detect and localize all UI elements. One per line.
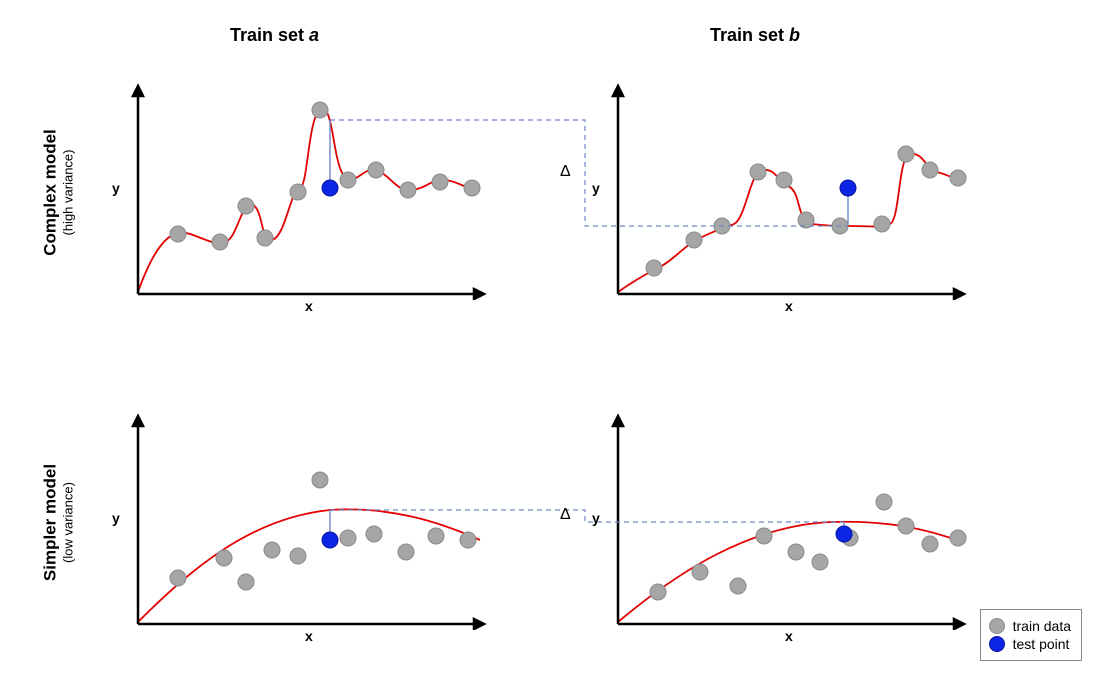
row-label-simpler-main: Simpler model bbox=[41, 413, 61, 633]
train-point bbox=[898, 518, 914, 534]
train-point bbox=[257, 230, 273, 246]
train-point bbox=[368, 162, 384, 178]
train-point bbox=[460, 532, 476, 548]
train-point bbox=[950, 530, 966, 546]
train-point bbox=[238, 574, 254, 590]
x-axis-label: x bbox=[785, 628, 793, 644]
train-point bbox=[692, 564, 708, 580]
legend-test-label: test point bbox=[1013, 636, 1070, 652]
chart-svg bbox=[610, 410, 970, 630]
x-axis-label: x bbox=[305, 628, 313, 644]
delta-label: Δ bbox=[560, 163, 571, 181]
train-point bbox=[264, 542, 280, 558]
train-point bbox=[922, 536, 938, 552]
train-point bbox=[170, 570, 186, 586]
row-label-simpler: Simpler model (low variance) bbox=[41, 413, 76, 633]
train-point bbox=[650, 584, 666, 600]
train-point bbox=[312, 472, 328, 488]
train-point bbox=[812, 554, 828, 570]
train-point bbox=[714, 218, 730, 234]
y-axis-label: y bbox=[112, 510, 120, 526]
train-point bbox=[340, 172, 356, 188]
row-label-complex-sub: (high variance) bbox=[61, 83, 76, 303]
train-point bbox=[432, 174, 448, 190]
row-label-complex: Complex model (high variance) bbox=[41, 83, 76, 303]
row-label-simpler-sub: (low variance) bbox=[61, 413, 76, 633]
y-axis-label: y bbox=[592, 180, 600, 196]
legend-row-train: train data bbox=[989, 618, 1071, 634]
legend-train-label: train data bbox=[1013, 618, 1071, 634]
train-point bbox=[312, 102, 328, 118]
axes bbox=[133, 86, 484, 299]
chart-svg bbox=[130, 80, 490, 300]
train-point bbox=[832, 218, 848, 234]
col-title-b-ital: b bbox=[789, 25, 800, 45]
chart-svg bbox=[610, 80, 970, 300]
chart-panel-p22: yx bbox=[610, 410, 970, 630]
legend-test-dot bbox=[989, 636, 1005, 652]
train-point bbox=[398, 544, 414, 560]
x-axis-label: x bbox=[305, 298, 313, 314]
test-point bbox=[322, 532, 338, 548]
test-point bbox=[840, 180, 856, 196]
train-point bbox=[290, 548, 306, 564]
y-axis-label: y bbox=[592, 510, 600, 526]
train-point bbox=[730, 578, 746, 594]
legend-train-dot bbox=[989, 618, 1005, 634]
train-point bbox=[212, 234, 228, 250]
train-point bbox=[950, 170, 966, 186]
chart-panel-p12: yx bbox=[610, 80, 970, 300]
chart-svg bbox=[130, 410, 490, 630]
col-title-a-ital: a bbox=[309, 25, 319, 45]
col-title-a-text: Train set bbox=[230, 25, 309, 45]
train-point bbox=[400, 182, 416, 198]
train-point bbox=[646, 260, 662, 276]
train-point bbox=[788, 544, 804, 560]
train-point bbox=[238, 198, 254, 214]
train-point bbox=[686, 232, 702, 248]
delta-label: Δ bbox=[560, 506, 571, 524]
chart-panel-p11: yx bbox=[130, 80, 490, 300]
chart-panel-p21: yx bbox=[130, 410, 490, 630]
train-point bbox=[898, 146, 914, 162]
row-label-complex-main: Complex model bbox=[41, 83, 61, 303]
train-point bbox=[170, 226, 186, 242]
train-point bbox=[428, 528, 444, 544]
test-point bbox=[322, 180, 338, 196]
train-point bbox=[216, 550, 232, 566]
col-title-b: Train set b bbox=[710, 25, 800, 46]
col-title-a: Train set a bbox=[230, 25, 319, 46]
train-point bbox=[464, 180, 480, 196]
train-point bbox=[922, 162, 938, 178]
train-point bbox=[798, 212, 814, 228]
fit-curve bbox=[138, 109, 478, 292]
train-point bbox=[876, 494, 892, 510]
fit-curve bbox=[618, 522, 962, 622]
train-point bbox=[290, 184, 306, 200]
legend: train data test point bbox=[980, 609, 1082, 661]
train-point bbox=[340, 530, 356, 546]
train-point bbox=[366, 526, 382, 542]
train-point bbox=[776, 172, 792, 188]
col-title-b-text: Train set bbox=[710, 25, 789, 45]
fit-curve bbox=[138, 509, 480, 622]
test-point bbox=[836, 526, 852, 542]
y-axis-label: y bbox=[112, 180, 120, 196]
legend-row-test: test point bbox=[989, 636, 1071, 652]
axes bbox=[613, 86, 964, 299]
train-point bbox=[756, 528, 772, 544]
train-point bbox=[874, 216, 890, 232]
x-axis-label: x bbox=[785, 298, 793, 314]
train-point bbox=[750, 164, 766, 180]
